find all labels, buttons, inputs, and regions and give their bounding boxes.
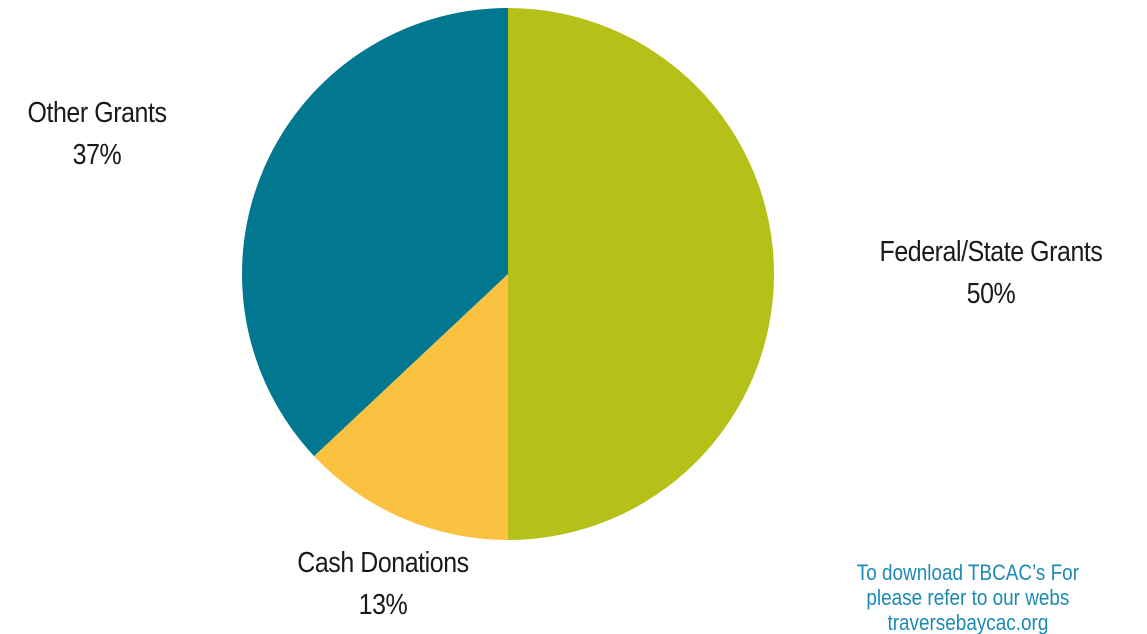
slice-percent-cash-donations: 13% [358,589,408,621]
slice-label-federal-state-grants: Federal/State Grants 50% [859,231,1122,315]
footer-note: To download TBCAC’s For please refer to … [826,560,1110,634]
slice-name-cash-donations: Cash Donations [297,547,469,579]
footer-line-3: traversebaycac.org [887,610,1049,634]
pie-slice-cash-donations [314,274,508,540]
slice-name-other-grants: Other Grants [27,97,167,129]
pie-slice-federal-state-grants [508,8,774,540]
slice-label-cash-donations: Cash Donations 13% [258,542,507,626]
footer-line-2: please refer to our webs [866,585,1070,610]
slice-percent-federal-state-grants: 50% [966,278,1016,310]
slice-label-other-grants: Other Grants 37% [7,92,188,176]
footer-line-1: To download TBCAC’s For [856,560,1080,585]
slice-percent-other-grants: 37% [72,139,122,171]
slice-name-federal-state-grants: Federal/State Grants [879,236,1103,268]
pie-slice-other-grants [241,8,508,457]
